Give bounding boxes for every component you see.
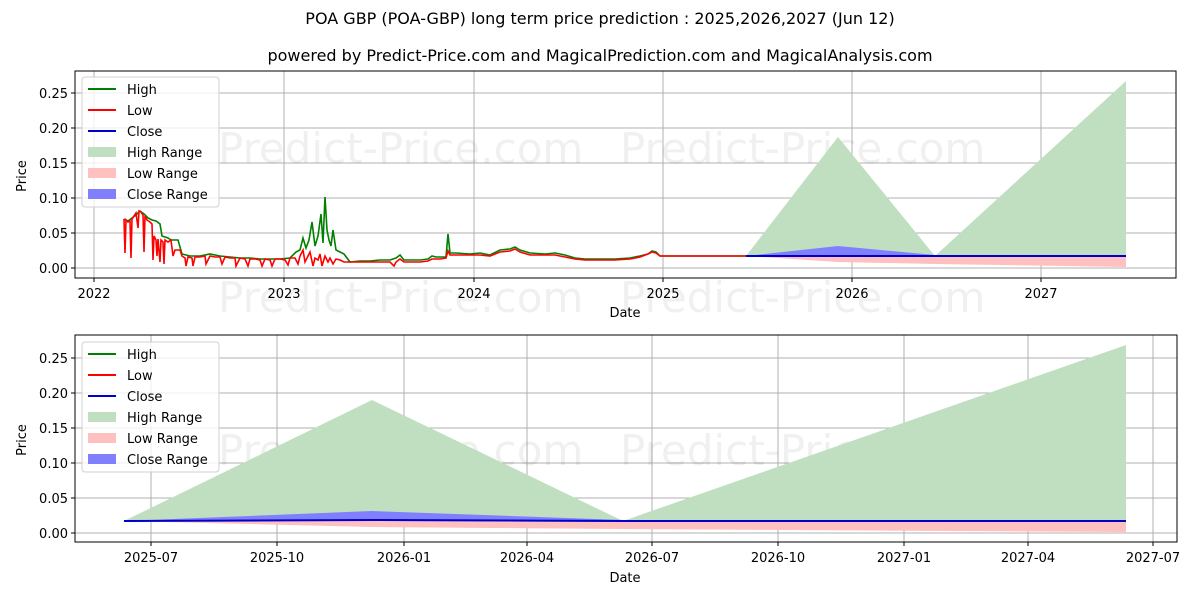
- x-tick-label: 2027: [1024, 287, 1057, 302]
- y-axis-label: Price: [15, 424, 30, 456]
- legend-label: Low: [127, 369, 153, 384]
- watermark: Predict-Price.com: [620, 124, 985, 173]
- watermark: Predict-Price.com: [218, 273, 583, 322]
- bottom-x-axis: 2025-07 2025-10 2026-01 2026-04 2026-07 …: [124, 542, 1180, 586]
- legend-swatch-close-range: [88, 454, 116, 464]
- legend-label: Low: [127, 104, 153, 119]
- x-axis-label: Date: [609, 306, 640, 321]
- y-tick-label: 0.00: [39, 262, 68, 277]
- y-tick-label: 0.05: [39, 227, 68, 242]
- x-tick-label: 2027-01: [877, 551, 931, 566]
- bottom-chart: Predict-Price.com Predict-Price.com 0.25…: [15, 334, 1180, 586]
- close-forecast-line: [123, 518, 1126, 522]
- legend-swatch-close-range: [88, 189, 116, 199]
- top-legend: High Low Close High Range Low Range Clos…: [81, 76, 220, 208]
- x-tick-label: 2025-10: [250, 551, 304, 566]
- watermark: Predict-Price.com: [620, 273, 985, 322]
- y-tick-label: 0.00: [39, 527, 68, 542]
- x-tick-label: 2022: [77, 287, 110, 302]
- legend-label: Low Range: [127, 432, 198, 447]
- y-tick-label: 0.25: [39, 352, 68, 367]
- legend-swatch-low-range: [88, 168, 116, 178]
- y-tick-label: 0.15: [39, 157, 68, 172]
- x-tick-label: 2027-04: [1001, 551, 1055, 566]
- legend-label: High Range: [127, 146, 202, 161]
- high-range-area: [124, 345, 1126, 522]
- x-tick-label: 2025: [646, 287, 679, 302]
- chart-title: POA GBP (POA-GBP) long term price predic…: [305, 9, 895, 28]
- y-tick-label: 0.10: [39, 457, 68, 472]
- x-tick-label: 2023: [267, 287, 300, 302]
- x-tick-label: 2025-07: [124, 551, 178, 566]
- low-range-area: [124, 520, 1126, 532]
- low-history-line: [123, 209, 746, 269]
- y-axis-label: Price: [15, 160, 30, 192]
- low-range-area: [746, 255, 1126, 267]
- top-plot-frame: [74, 70, 1177, 279]
- legend-label: Close Range: [127, 188, 208, 203]
- watermark: Predict-Price.com: [218, 124, 583, 173]
- top-chart: Predict-Price.com Predict-Price.com Pred…: [15, 70, 1177, 322]
- close-range-area: [746, 246, 1126, 257]
- legend-label: Close Range: [127, 453, 208, 468]
- x-tick-label: 2026: [835, 287, 868, 302]
- legend-swatch-high-range: [88, 147, 116, 157]
- high-history-line: [123, 196, 746, 263]
- legend-label: High: [127, 348, 157, 363]
- x-tick-label: 2027-07: [1126, 551, 1180, 566]
- y-tick-label: 0.20: [39, 387, 68, 402]
- legend-label: Close: [127, 390, 162, 405]
- x-tick-label: 2026-07: [625, 551, 679, 566]
- legend-label: Close: [127, 125, 162, 140]
- chart-subtitle: powered by Predict-Price.com and Magical…: [267, 46, 933, 65]
- bottom-y-axis: 0.25 0.20 0.15 0.10 0.05 0.00 Price: [15, 352, 75, 542]
- x-tick-label: 2026-10: [751, 551, 805, 566]
- legend-label: Low Range: [127, 167, 198, 182]
- bottom-plot-frame: [74, 334, 1178, 543]
- legend-label: High: [127, 83, 157, 98]
- high-range-area: [746, 81, 1126, 257]
- y-tick-label: 0.25: [39, 87, 68, 102]
- bottom-legend: High Low Close High Range Low Range Clos…: [81, 341, 220, 473]
- x-tick-label: 2026-01: [377, 551, 431, 566]
- x-tick-label: 2024: [457, 287, 490, 302]
- y-tick-label: 0.05: [39, 492, 68, 507]
- legend-swatch-high-range: [88, 412, 116, 422]
- x-axis-label: Date: [609, 571, 640, 586]
- y-tick-label: 0.10: [39, 192, 68, 207]
- y-tick-label: 0.20: [39, 122, 68, 137]
- top-y-axis: 0.25 0.20 0.15 0.10 0.05 0.00 Price: [15, 87, 75, 277]
- legend-swatch-low-range: [88, 433, 116, 443]
- y-tick-label: 0.15: [39, 422, 68, 437]
- x-tick-label: 2026-04: [500, 551, 554, 566]
- legend-label: High Range: [127, 411, 202, 426]
- top-x-axis: 2022 2023 2024 2025 2026 2027 Date: [77, 278, 1058, 321]
